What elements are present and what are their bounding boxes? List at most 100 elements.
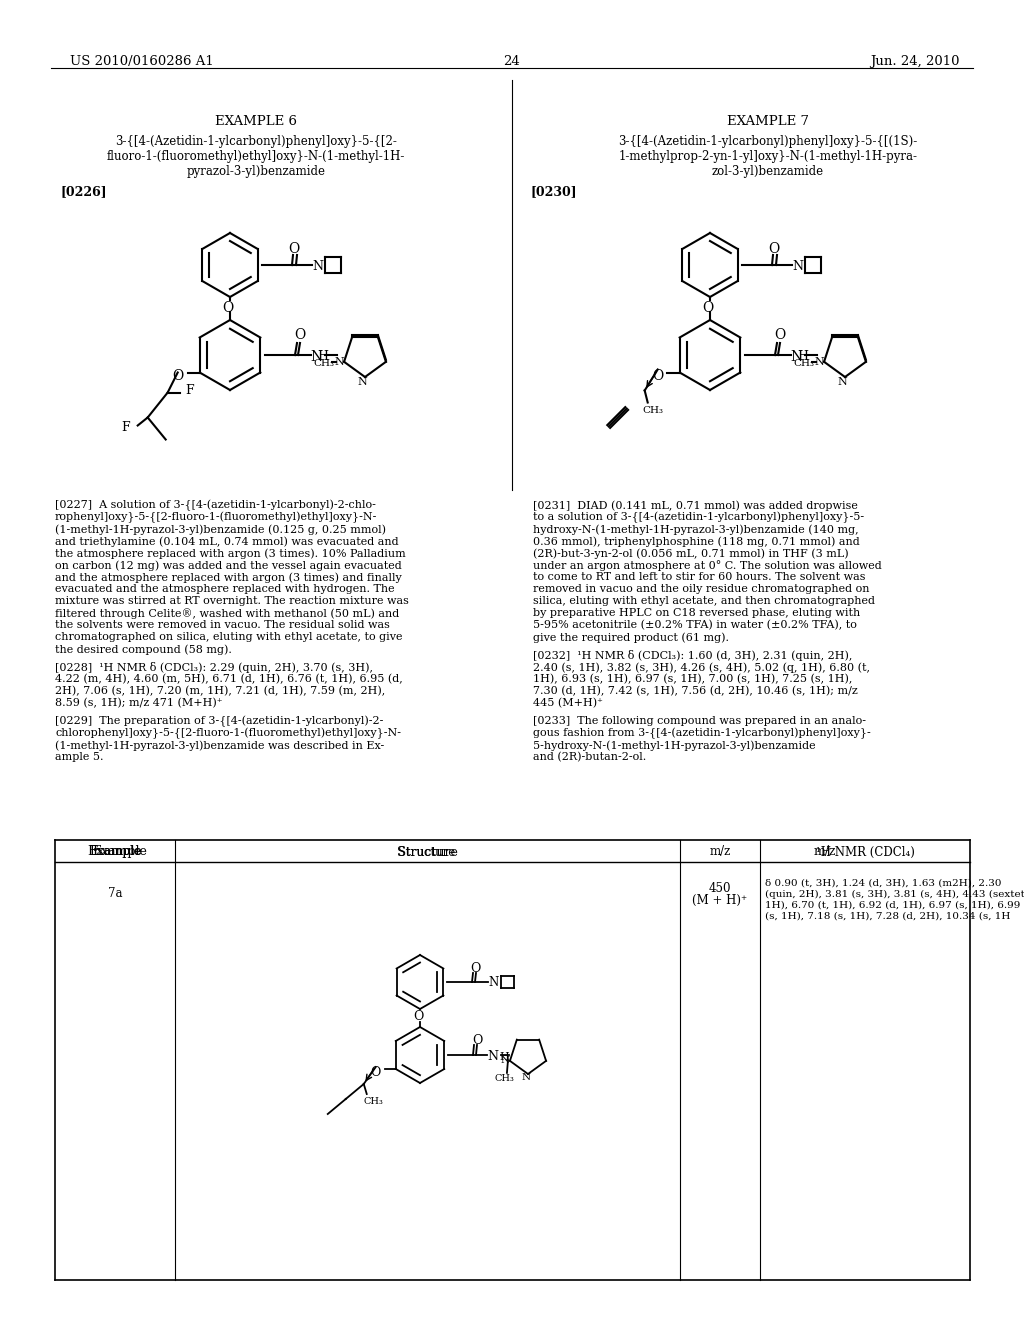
Text: chlorophenyl]oxy}-5-{[2-fluoro-1-(fluoromethyl)ethyl]oxy}-N-: chlorophenyl]oxy}-5-{[2-fluoro-1-(fluoro… <box>55 729 401 739</box>
Text: H: H <box>798 351 809 363</box>
Text: 1H), 6.93 (s, 1H), 6.97 (s, 1H), 7.00 (s, 1H), 7.25 (s, 1H),: 1H), 6.93 (s, 1H), 6.97 (s, 1H), 7.00 (s… <box>534 675 852 684</box>
Text: the desired compound (58 mg).: the desired compound (58 mg). <box>55 644 231 655</box>
Text: O: O <box>371 1065 381 1078</box>
Text: 3-{[4-(Azetidin-1-ylcarbonyl)phenyl]oxy}-5-{[2-: 3-{[4-(Azetidin-1-ylcarbonyl)phenyl]oxy}… <box>115 135 397 148</box>
Text: O: O <box>774 327 785 342</box>
Text: [0230]: [0230] <box>530 185 577 198</box>
Text: Structure: Structure <box>398 846 456 858</box>
Text: N: N <box>793 260 804 272</box>
Text: under an argon atmosphere at 0° C. The solution was allowed: under an argon atmosphere at 0° C. The s… <box>534 560 882 570</box>
Text: N: N <box>334 356 344 367</box>
Text: δ 0.90 (t, 3H), 1.24 (d, 3H), 1.63 (m2H), 2.30: δ 0.90 (t, 3H), 1.24 (d, 3H), 1.63 (m2H)… <box>765 879 1001 888</box>
Text: and triethylamine (0.104 mL, 0.74 mmol) was evacuated and: and triethylamine (0.104 mL, 0.74 mmol) … <box>55 536 398 546</box>
Text: and (2R)-butan-2-ol.: and (2R)-butan-2-ol. <box>534 752 646 763</box>
Text: N: N <box>310 350 323 364</box>
Text: CH₃: CH₃ <box>364 1097 384 1106</box>
Text: ¹H NMR (CDCl₄): ¹H NMR (CDCl₄) <box>815 846 914 858</box>
Text: 2H), 7.06 (s, 1H), 7.20 (m, 1H), 7.21 (d, 1H), 7.59 (m, 2H),: 2H), 7.06 (s, 1H), 7.20 (m, 1H), 7.21 (d… <box>55 686 385 697</box>
Text: 2.40 (s, 1H), 3.82 (s, 3H), 4.26 (s, 4H), 5.02 (q, 1H), 6.80 (t,: 2.40 (s, 1H), 3.82 (s, 3H), 4.26 (s, 4H)… <box>534 663 870 673</box>
Text: to a solution of 3-{[4-(azetidin-1-ylcarbonyl)phenyl]oxy}-5-: to a solution of 3-{[4-(azetidin-1-ylcar… <box>534 512 864 523</box>
Text: Example: Example <box>92 846 147 858</box>
Text: [0233]  The following compound was prepared in an analo-: [0233] The following compound was prepar… <box>534 715 866 726</box>
Text: 7a: 7a <box>108 887 122 900</box>
Text: O: O <box>472 1034 482 1047</box>
Text: F: F <box>185 384 194 397</box>
Text: O: O <box>768 242 779 256</box>
Text: O: O <box>413 1011 423 1023</box>
Text: 0.36 mmol), triphenylphosphine (118 mg, 0.71 mmol) and: 0.36 mmol), triphenylphosphine (118 mg, … <box>534 536 860 546</box>
Text: O: O <box>470 961 480 974</box>
Text: the solvents were removed in vacuo. The residual solid was: the solvents were removed in vacuo. The … <box>55 620 390 630</box>
Text: EXAMPLE 7: EXAMPLE 7 <box>727 115 809 128</box>
Text: (M + H)⁺: (M + H)⁺ <box>692 894 748 907</box>
Text: filtered through Celite®, washed with methanol (50 mL) and: filtered through Celite®, washed with me… <box>55 609 399 619</box>
Text: O: O <box>222 301 233 315</box>
Text: CH₃: CH₃ <box>794 359 814 368</box>
Text: by preparative HPLC on C18 reversed phase, eluting with: by preparative HPLC on C18 reversed phas… <box>534 609 860 618</box>
Text: Example: Example <box>88 846 142 858</box>
Text: zol-3-yl)benzamide: zol-3-yl)benzamide <box>712 165 824 178</box>
Text: the atmosphere replaced with argon (3 times). 10% Palladium: the atmosphere replaced with argon (3 ti… <box>55 548 406 558</box>
Text: ample 5.: ample 5. <box>55 752 103 762</box>
Text: 5-hydroxy-N-(1-methyl-1H-pyrazol-3-yl)benzamide: 5-hydroxy-N-(1-methyl-1H-pyrazol-3-yl)be… <box>534 741 816 751</box>
Text: evacuated and the atmosphere replaced with hydrogen. The: evacuated and the atmosphere replaced wi… <box>55 583 394 594</box>
Text: 450: 450 <box>709 882 731 895</box>
Text: N: N <box>521 1073 530 1082</box>
Text: chromatographed on silica, eluting with ethyl acetate, to give: chromatographed on silica, eluting with … <box>55 632 402 642</box>
Text: Jun. 24, 2010: Jun. 24, 2010 <box>870 55 959 69</box>
Text: O: O <box>702 301 714 315</box>
Text: (1-methyl-1H-pyrazol-3-yl)benzamide was described in Ex-: (1-methyl-1H-pyrazol-3-yl)benzamide was … <box>55 741 384 751</box>
Text: F: F <box>122 421 130 434</box>
Text: O: O <box>289 242 300 256</box>
Text: N: N <box>487 1051 499 1064</box>
Text: [0226]: [0226] <box>60 185 106 198</box>
Text: 4.22 (m, 4H), 4.60 (m, 5H), 6.71 (d, 1H), 6.76 (t, 1H), 6.95 (d,: 4.22 (m, 4H), 4.60 (m, 5H), 6.71 (d, 1H)… <box>55 675 402 684</box>
Text: 3-{[4-(Azetidin-1-ylcarbonyl)phenyl]oxy}-5-{[(1S)-: 3-{[4-(Azetidin-1-ylcarbonyl)phenyl]oxy}… <box>618 135 918 148</box>
Text: Example: Example <box>89 846 141 858</box>
Text: N: N <box>488 977 499 990</box>
Text: 1-methylprop-2-yn-1-yl]oxy}-N-(1-methyl-1H-pyra-: 1-methylprop-2-yn-1-yl]oxy}-N-(1-methyl-… <box>618 150 918 162</box>
Text: N: N <box>790 350 802 364</box>
Text: CH₃: CH₃ <box>642 407 664 414</box>
Text: m/z: m/z <box>710 846 731 858</box>
Text: CH₃: CH₃ <box>313 359 335 368</box>
Text: [0227]  A solution of 3-{[4-(azetidin-1-ylcarbonyl)-2-chlo-: [0227] A solution of 3-{[4-(azetidin-1-y… <box>55 500 376 511</box>
Text: N: N <box>814 356 824 367</box>
Text: N: N <box>357 378 367 387</box>
Text: removed in vacuo and the oily residue chromatographed on: removed in vacuo and the oily residue ch… <box>534 583 869 594</box>
Text: N: N <box>312 260 324 272</box>
Text: on carbon (12 mg) was added and the vessel again evacuated: on carbon (12 mg) was added and the vess… <box>55 560 401 570</box>
Text: fluoro-1-(fluoromethyl)ethyl]oxy}-N-(1-methyl-1H-: fluoro-1-(fluoromethyl)ethyl]oxy}-N-(1-m… <box>106 150 406 162</box>
Text: CH₃: CH₃ <box>495 1074 515 1084</box>
Text: EXAMPLE 6: EXAMPLE 6 <box>215 115 297 128</box>
Text: 7.30 (d, 1H), 7.42 (s, 1H), 7.56 (d, 2H), 10.46 (s, 1H); m/z: 7.30 (d, 1H), 7.42 (s, 1H), 7.56 (d, 2H)… <box>534 686 858 697</box>
Text: (s, 1H), 7.18 (s, 1H), 7.28 (d, 2H), 10.34 (s, 1H: (s, 1H), 7.18 (s, 1H), 7.28 (d, 2H), 10.… <box>765 912 1011 921</box>
Text: 445 (M+H)⁺: 445 (M+H)⁺ <box>534 698 603 709</box>
Text: H: H <box>317 351 329 363</box>
Text: US 2010/0160286 A1: US 2010/0160286 A1 <box>70 55 214 69</box>
Text: (1-methyl-1H-pyrazol-3-yl)benzamide (0.125 g, 0.25 mmol): (1-methyl-1H-pyrazol-3-yl)benzamide (0.1… <box>55 524 386 535</box>
Text: m/z: m/z <box>814 846 837 858</box>
Text: give the required product (61 mg).: give the required product (61 mg). <box>534 632 729 643</box>
Text: [0231]  DIAD (0.141 mL, 0.71 mmol) was added dropwise: [0231] DIAD (0.141 mL, 0.71 mmol) was ad… <box>534 500 858 511</box>
Text: O: O <box>172 368 183 383</box>
Text: [0232]  ¹H NMR δ (CDCl₃): 1.60 (d, 3H), 2.31 (quin, 2H),: [0232] ¹H NMR δ (CDCl₃): 1.60 (d, 3H), 2… <box>534 649 852 661</box>
Text: 8.59 (s, 1H); m/z 471 (M+H)⁺: 8.59 (s, 1H); m/z 471 (M+H)⁺ <box>55 698 222 709</box>
Text: [0229]  The preparation of 3-{[4-(azetidin-1-ylcarbonyl)-2-: [0229] The preparation of 3-{[4-(azetidi… <box>55 715 383 727</box>
Text: N: N <box>838 378 847 387</box>
Text: mixture was stirred at RT overnight. The reaction mixture was: mixture was stirred at RT overnight. The… <box>55 597 409 606</box>
Text: Structure: Structure <box>396 846 458 858</box>
Text: hydroxy-N-(1-methyl-1H-pyrazol-3-yl)benzamide (140 mg,: hydroxy-N-(1-methyl-1H-pyrazol-3-yl)benz… <box>534 524 859 535</box>
Text: 24: 24 <box>504 55 520 69</box>
Text: N: N <box>501 1056 510 1065</box>
Text: (2R)-but-3-yn-2-ol (0.056 mL, 0.71 mmol) in THF (3 mL): (2R)-but-3-yn-2-ol (0.056 mL, 0.71 mmol)… <box>534 548 849 558</box>
Text: O: O <box>294 327 305 342</box>
Text: rophenyl]oxy}-5-{[2-fluoro-1-(fluoromethyl)ethyl]oxy}-N-: rophenyl]oxy}-5-{[2-fluoro-1-(fluorometh… <box>55 512 378 523</box>
Text: (quin, 2H), 3.81 (s, 3H), 3.81 (s, 4H), 4.43 (sextet,: (quin, 2H), 3.81 (s, 3H), 3.81 (s, 4H), … <box>765 890 1024 899</box>
Text: [0228]  ¹H NMR δ (CDCl₃): 2.29 (quin, 2H), 3.70 (s, 3H),: [0228] ¹H NMR δ (CDCl₃): 2.29 (quin, 2H)… <box>55 663 373 673</box>
Text: and the atmosphere replaced with argon (3 times) and finally: and the atmosphere replaced with argon (… <box>55 572 401 582</box>
Text: 5-95% acetonitrile (±0.2% TFA) in water (±0.2% TFA), to: 5-95% acetonitrile (±0.2% TFA) in water … <box>534 620 857 631</box>
Text: to come to RT and left to stir for 60 hours. The solvent was: to come to RT and left to stir for 60 ho… <box>534 572 865 582</box>
Text: silica, eluting with ethyl acetate, and then chromatographed: silica, eluting with ethyl acetate, and … <box>534 597 874 606</box>
Text: H: H <box>499 1052 509 1063</box>
